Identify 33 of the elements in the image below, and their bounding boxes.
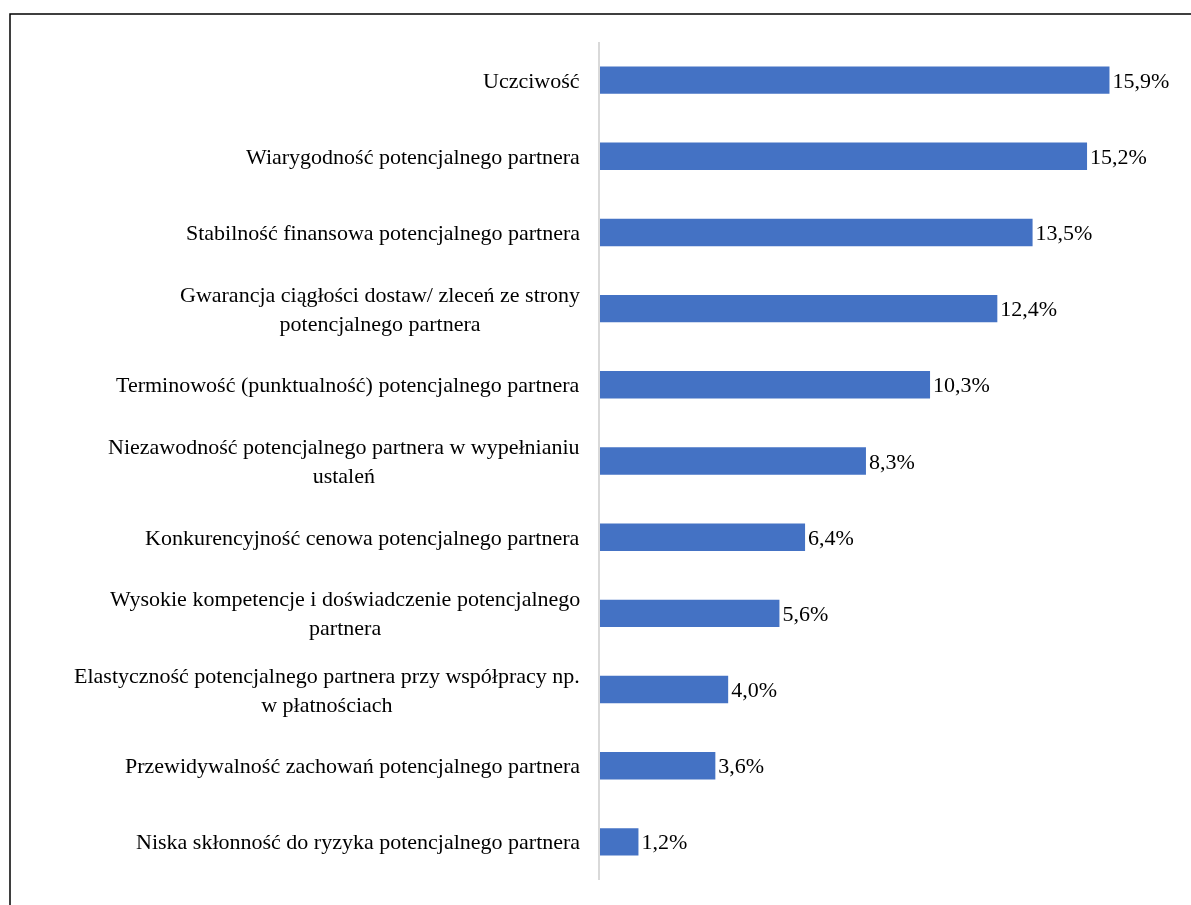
bar	[600, 218, 1033, 247]
data-label: 15,2%	[1090, 143, 1147, 169]
data-label: 5,6%	[782, 600, 829, 626]
bar	[600, 599, 780, 628]
data-label: 10,3%	[933, 372, 990, 398]
y-tick-label: Przewidywalność zachowań potencjalnego partnera	[125, 753, 581, 778]
y-tick-label: Niska skłonność do ryzyka potencjalnego partnera	[136, 829, 581, 854]
data-label: 1,2%	[641, 829, 688, 855]
data-label: 3,6%	[718, 753, 765, 779]
y-tick-label: Niezawodność potencjalnego partnera w wypełnianiu ustaleń	[108, 434, 580, 488]
y-tick-label: Wiarygodność potencjalnego partnera	[246, 144, 581, 169]
y-tick-label: Terminowość (punktualność) potencjalnego partnera	[116, 372, 580, 397]
y-tick-label: Gwarancja ciągłości dostaw/ zleceń ze strony potencjalnego partnera	[180, 282, 581, 336]
bar	[600, 828, 639, 856]
bar	[600, 142, 1088, 170]
data-label: 12,4%	[1000, 296, 1058, 322]
data-label: 8,3%	[868, 448, 915, 474]
y-tick-label: Wysokie kompetencje i doświadczenie potencjalnego partnera	[110, 586, 581, 640]
y-tick-label: Konkurencyjność cenowa potencjalnego partnera	[145, 525, 580, 550]
data-label: 15,9%	[1112, 67, 1170, 93]
bar	[600, 675, 729, 704]
data-label: 6,4%	[808, 524, 854, 550]
bar	[600, 523, 806, 551]
bar	[600, 66, 1110, 94]
data-label: 13,5%	[1035, 219, 1093, 245]
bar	[600, 752, 716, 780]
bar	[600, 294, 998, 323]
bar	[600, 371, 931, 399]
data-label: 4,0%	[731, 677, 777, 703]
bar	[600, 447, 866, 475]
y-tick-label: Elastyczność potencjalnego partnera przy współpracy np. w płatnościach	[74, 663, 580, 717]
y-tick-label: Uczciwość	[483, 68, 580, 93]
y-tick-label: Stabilność finansowa potencjalnego partnera	[186, 220, 581, 245]
